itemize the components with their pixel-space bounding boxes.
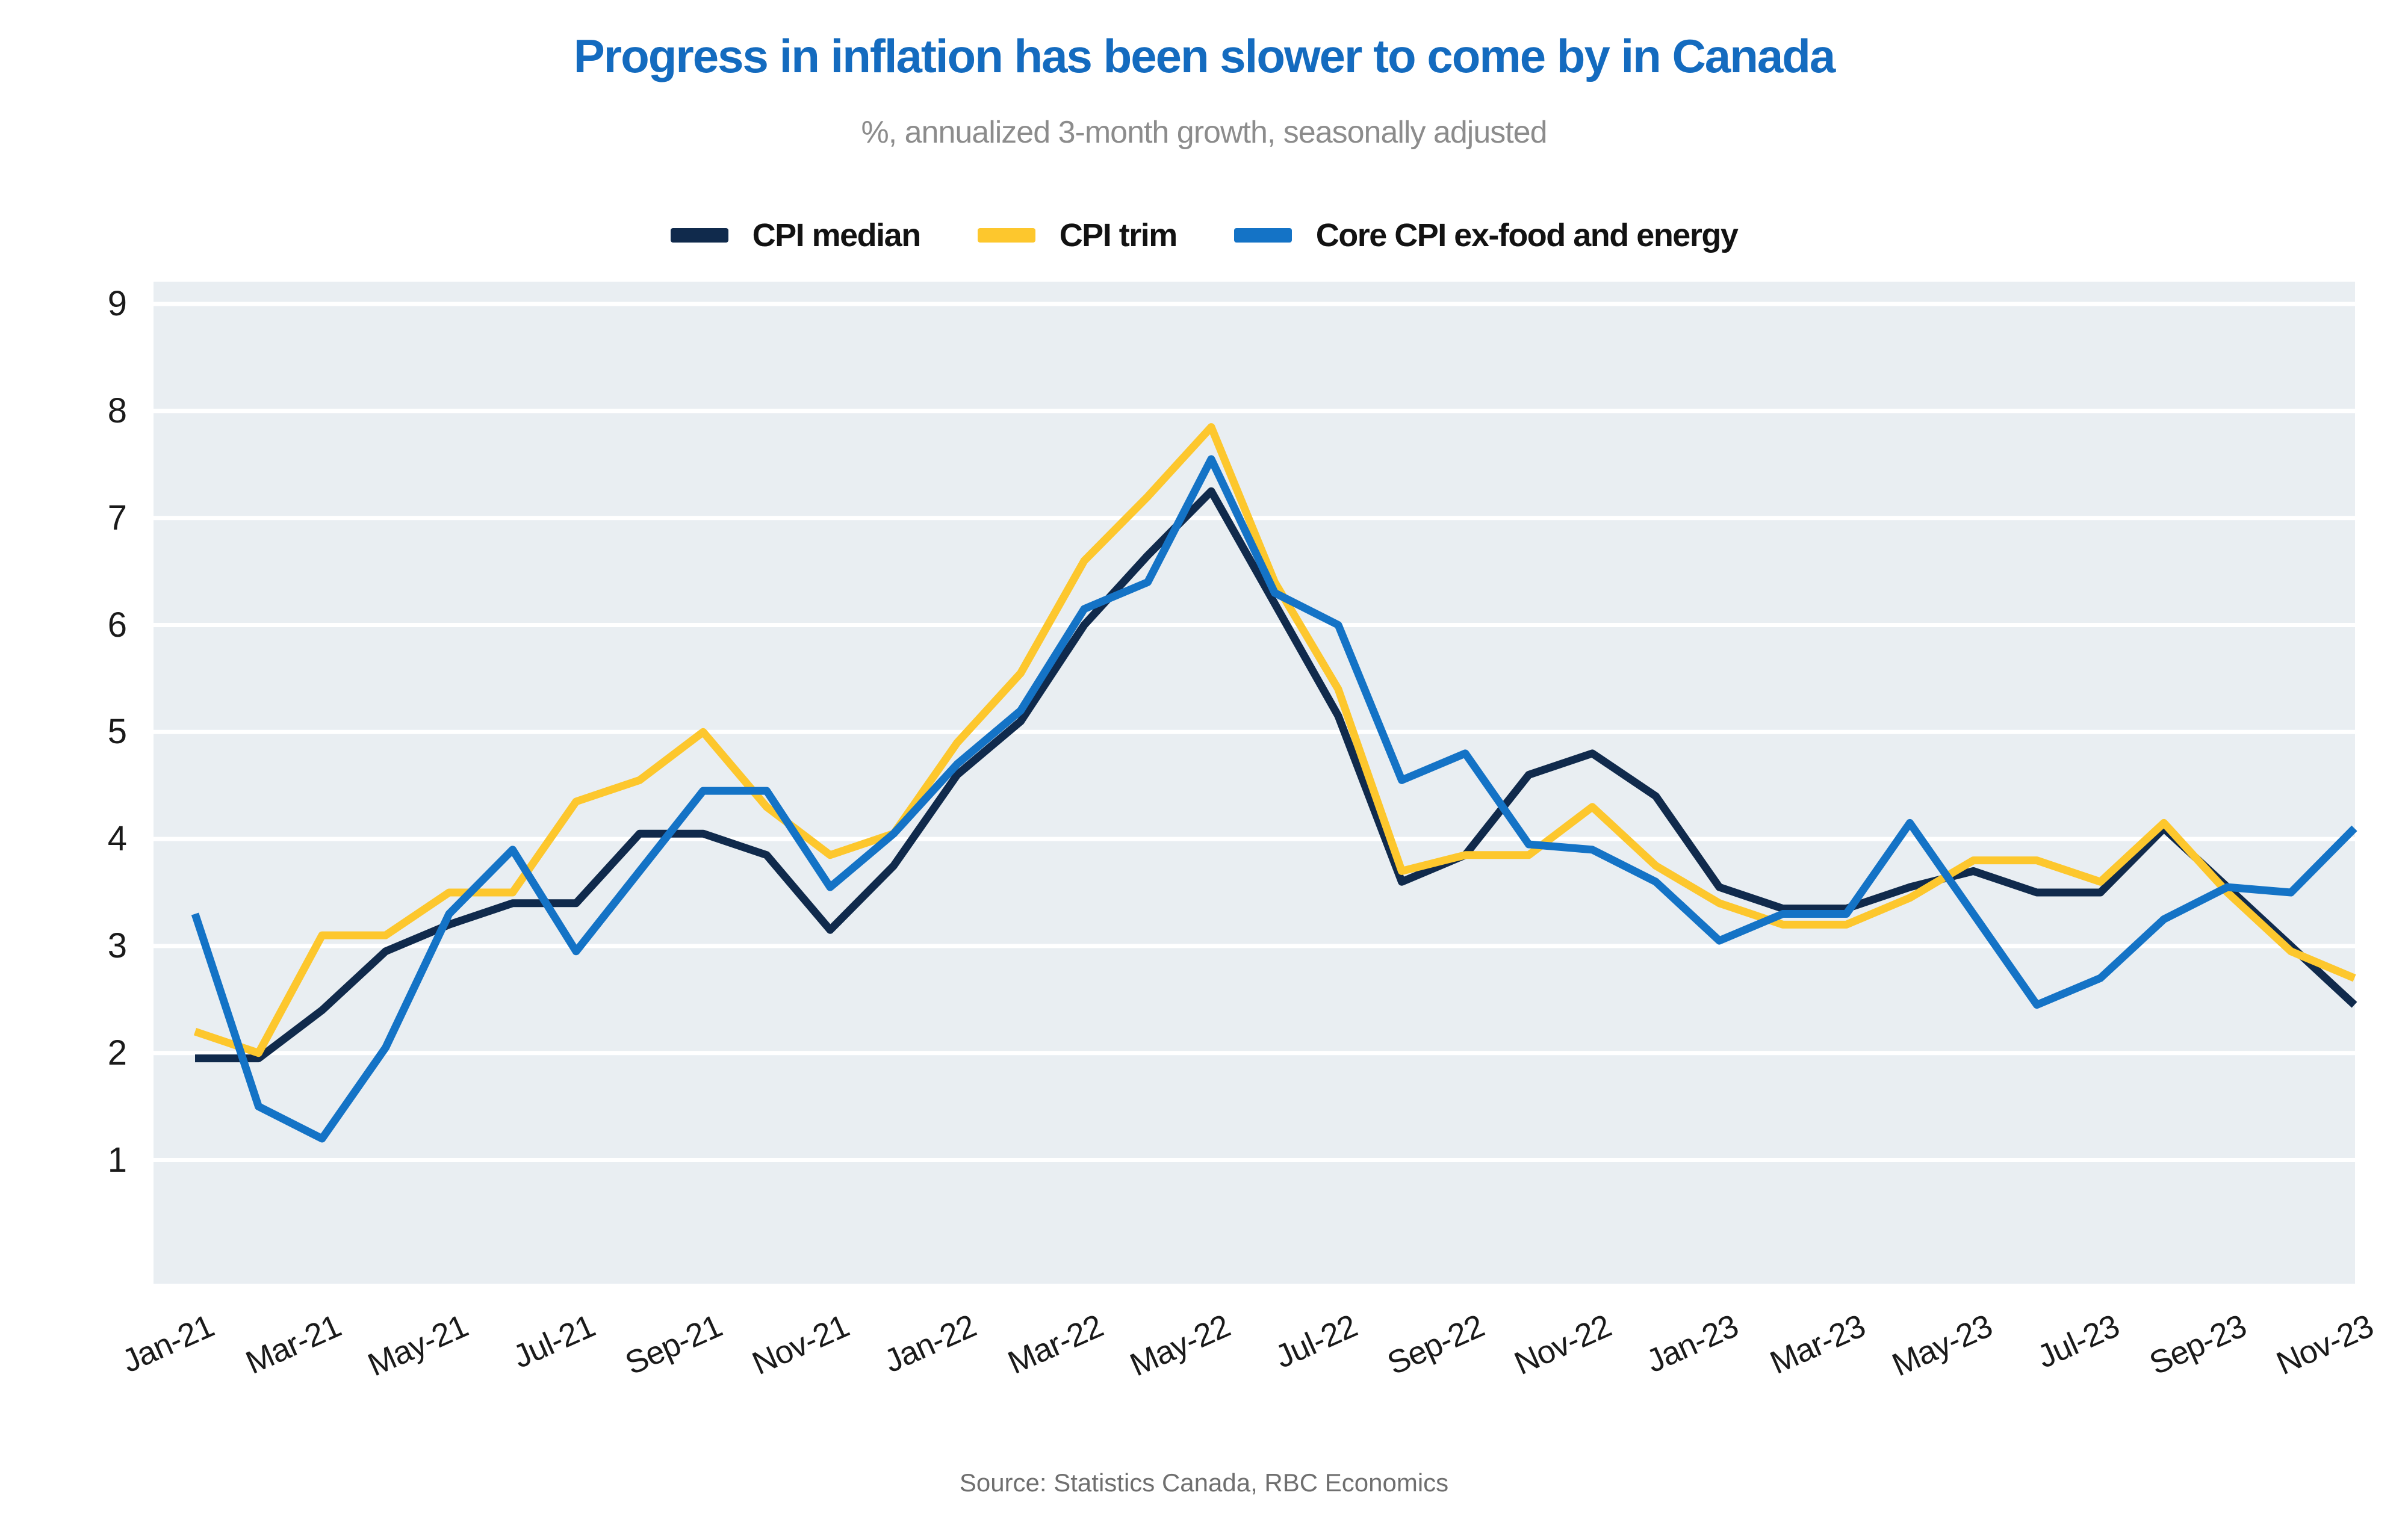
y-axis-label-3: 3 xyxy=(107,926,127,965)
y-axis-label-9: 9 xyxy=(107,284,127,324)
legend-swatch-1 xyxy=(670,228,728,243)
legend-swatch-2 xyxy=(977,228,1035,243)
series-line-core-cpi-ex-food-and-energy xyxy=(191,455,2357,1143)
legend-item: CPI trim xyxy=(977,217,1178,254)
series-line-cpi-median xyxy=(195,487,2357,1063)
y-axis-label-8: 8 xyxy=(107,391,127,430)
y-axis-label-4: 4 xyxy=(107,819,127,859)
legend-swatch-3 xyxy=(1233,228,1292,243)
legend-item: CPI median xyxy=(670,217,922,254)
plot-area xyxy=(154,282,2355,1284)
legend-item: Core CPI ex-food and energy xyxy=(1233,217,1739,254)
y-axis-label-2: 2 xyxy=(107,1033,127,1072)
y-axis-label-7: 7 xyxy=(107,498,127,537)
y-axis-label-1: 1 xyxy=(107,1140,127,1180)
series-line-cpi-trim xyxy=(193,423,2356,1057)
y-axis-label-5: 5 xyxy=(107,712,127,752)
source-note: Source: Statistics Canada, RBC Economics xyxy=(959,1468,1449,1497)
chart-subtitle: %, annualized 3-month growth, seasonally… xyxy=(861,115,1547,150)
y-axis-label-6: 6 xyxy=(107,605,127,645)
page-title: Progress in inflation has been slower to… xyxy=(573,29,1836,82)
legend-label: CPI median xyxy=(752,217,922,253)
legend: CPI median CPI trim Core CPI ex-food and e… xyxy=(0,217,2408,254)
legend-label: CPI trim xyxy=(1059,217,1178,253)
legend-label: Core CPI ex-food and energy xyxy=(1315,217,1739,253)
